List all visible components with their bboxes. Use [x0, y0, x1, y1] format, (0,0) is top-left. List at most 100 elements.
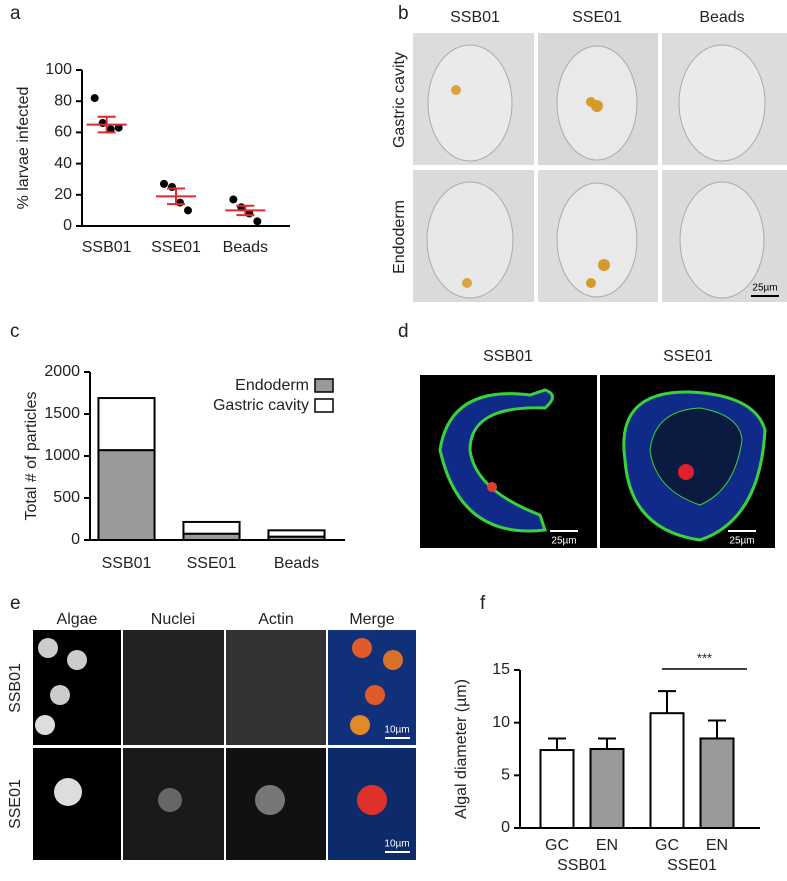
scale-bar-label: 25µm [752, 283, 777, 294]
y-tick-label: 1000 [44, 447, 80, 464]
micrograph [33, 748, 121, 860]
panel-label: d [398, 321, 409, 342]
bar [699, 737, 735, 830]
column-label: SSB01 [483, 348, 533, 365]
x-tick-label: SSB01 [82, 239, 132, 256]
panel-label: f [480, 593, 486, 614]
bar [539, 749, 575, 830]
y-tick-label: 0 [63, 217, 72, 234]
error-bar [548, 737, 566, 751]
larva [556, 182, 638, 298]
panel-label: e [10, 593, 21, 614]
column-label: Algae [57, 611, 98, 628]
y-tick-label: 0 [501, 819, 510, 836]
bar-segment [97, 397, 156, 452]
y-tick-label: 100 [45, 61, 72, 78]
micrographs-b: 25µm [413, 33, 787, 302]
legend-swatch [314, 398, 334, 413]
error-bar [236, 204, 255, 217]
bar-segment [267, 529, 326, 538]
larva [678, 44, 766, 162]
micrograph [226, 630, 326, 745]
y-tick-label: 15 [492, 661, 510, 678]
y-tick-label: 40 [54, 155, 72, 172]
x-tick-label: GC [545, 837, 569, 854]
y-tick-label: 80 [54, 92, 72, 109]
column-label: SSE01 [663, 348, 713, 365]
group-label: SSE01 [667, 857, 717, 874]
alga [357, 785, 387, 815]
y-tick-label: 1500 [44, 405, 80, 422]
data-point [229, 195, 238, 204]
y-tick-label: 60 [54, 124, 72, 141]
data-point [176, 198, 184, 207]
scale-bar-label: 10µm [384, 725, 409, 736]
bar-segment [182, 520, 241, 535]
bar [589, 748, 625, 829]
alga [365, 685, 385, 705]
data-point [168, 183, 176, 191]
row-label: SSE01 [7, 779, 24, 829]
y-tick-label: 10 [492, 714, 510, 731]
column-label: Actin [258, 611, 294, 628]
column-label: Beads [699, 9, 744, 26]
y-tick-label: 2000 [44, 363, 80, 380]
error-bar [167, 187, 185, 206]
column-label: SSE01 [572, 9, 622, 26]
x-tick-label: SSE01 [151, 239, 201, 256]
row-label: SSB01 [7, 663, 24, 713]
x-tick-label: GC [655, 837, 679, 854]
legend-label: Gastric cavity [213, 397, 309, 414]
x-tick-label: Beads [223, 239, 268, 256]
alga [383, 650, 403, 670]
micrograph [123, 630, 224, 745]
alga [35, 715, 55, 735]
larva [426, 181, 514, 299]
data-point [160, 179, 168, 188]
column-label: SSB01 [450, 9, 500, 26]
alga [598, 259, 610, 271]
group-label: SSB01 [557, 857, 607, 874]
alga [38, 638, 58, 658]
error-bar [97, 115, 116, 134]
micrographs-d: 25µm 25µm [420, 375, 775, 548]
x-tick-label: EN [596, 837, 618, 854]
scale-bar-label: 10µm [384, 839, 409, 850]
alga [50, 685, 70, 705]
panel-label: b [398, 3, 409, 24]
error-bar [708, 719, 726, 739]
error-bar [598, 737, 616, 749]
x-tick-label: EN [706, 837, 728, 854]
alga [350, 715, 370, 735]
larva [438, 388, 554, 533]
bar-segment [97, 449, 156, 541]
alga [255, 785, 285, 815]
alga [487, 482, 497, 492]
alga [586, 97, 596, 107]
alga [54, 778, 82, 806]
data-point [253, 217, 262, 226]
y-axis-title: % larvae infected [15, 87, 32, 210]
alga [158, 788, 182, 812]
data-point [98, 119, 107, 128]
alga [462, 278, 472, 288]
x-tick-label: Beads [274, 555, 319, 572]
error-bar [658, 690, 676, 714]
y-tick-label: 500 [53, 489, 80, 506]
gastric-cavity [649, 407, 743, 506]
y-tick-label: 0 [71, 531, 80, 548]
y-tick-label: 5 [501, 767, 510, 784]
data-point [106, 125, 115, 134]
legend-label: Endoderm [235, 377, 309, 394]
row-label: Gastric cavity [391, 52, 408, 148]
annotation: *** [697, 650, 712, 665]
y-axis-title: Algal diameter (µm) [453, 679, 470, 819]
larva [679, 181, 765, 299]
y-axis-title: Total # of particles [23, 392, 40, 521]
data-point [114, 123, 123, 132]
data-point [90, 94, 99, 103]
x-tick-label: SSB01 [102, 555, 152, 572]
data-point [184, 206, 192, 215]
larva [427, 44, 513, 162]
